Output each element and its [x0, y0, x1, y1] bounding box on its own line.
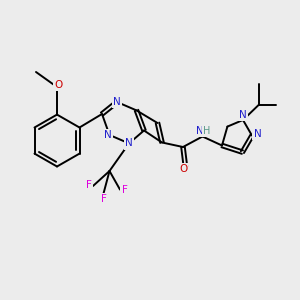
Text: F: F: [85, 180, 91, 190]
Text: N: N: [113, 97, 121, 107]
Text: N: N: [239, 110, 247, 120]
Text: F: F: [122, 184, 128, 195]
Text: F: F: [100, 194, 106, 204]
Text: N: N: [125, 138, 133, 148]
Text: O: O: [54, 80, 63, 90]
Text: N: N: [104, 130, 112, 140]
Text: N: N: [254, 129, 261, 139]
Text: N: N: [196, 126, 204, 136]
Text: H: H: [203, 126, 210, 136]
Text: O: O: [179, 164, 187, 175]
